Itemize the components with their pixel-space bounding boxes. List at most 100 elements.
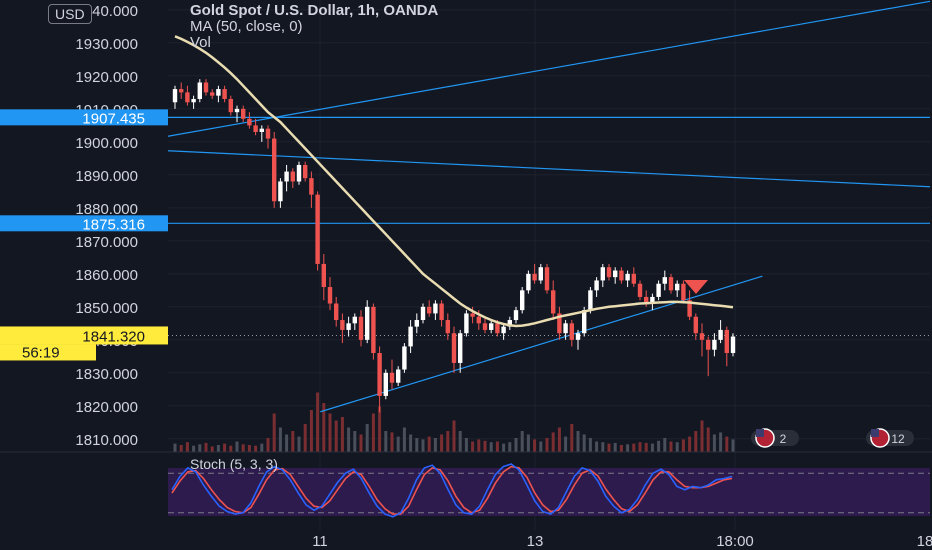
volume-bar [433,438,437,452]
countdown-text: 56:19 [22,344,60,361]
candle-body [377,353,382,396]
volume-bar [539,441,543,452]
volume-bar [483,440,487,452]
price-axis[interactable]: 1940.0001930.0001920.0001910.0001900.000… [0,3,168,449]
volume-bar [663,438,667,452]
currency-badge[interactable]: USD [48,4,92,24]
volume-bar [272,413,276,452]
volume-bar [526,434,530,452]
candle-body [383,372,388,396]
volume-bar [198,444,202,452]
y-tick-label: 1890.000 [75,168,138,185]
volume-bar [235,441,239,452]
volume-bar [650,443,654,452]
volume-bar [204,442,208,452]
candle-body [600,267,605,281]
candle-body [290,171,295,182]
volume-bar [613,442,617,452]
volume-bar [247,445,251,452]
volume-bar [601,442,605,452]
event-count: 2 [780,432,787,446]
volume-bar [638,442,642,452]
candle-body [544,267,550,291]
volume-bar [291,431,295,452]
volume-legend[interactable]: Vol [190,34,211,51]
candle-body [253,125,258,132]
candle-body [309,178,314,195]
volume-bar [210,446,214,452]
volume-bar [402,427,406,452]
candle-body [489,323,494,330]
volume-bar [458,431,462,452]
trendline [167,150,931,188]
us-flag-canton [756,429,764,437]
time-axis[interactable]: 11 13 18:00 18 [312,533,932,550]
volume-bar [266,438,270,452]
candlesticks [172,79,736,413]
candle-body [179,89,184,93]
volume-bar [508,442,512,452]
candle-body [259,128,264,132]
candle-body [718,329,723,340]
volume-bar [694,431,698,452]
candle-body [557,313,562,334]
candle-body [582,310,587,334]
y-tick-label: 1820.000 [75,399,138,416]
stoch-legend[interactable]: Stoch (5, 3, 3) [190,456,278,472]
volume-bar [564,436,568,452]
candle-body [637,283,643,297]
candle-body [172,89,178,103]
volume-bar [452,420,456,452]
volume-bar [477,439,481,452]
symbol-title[interactable]: Gold Spot / U.S. Dollar, 1h, OANDA [190,2,439,19]
candle-body [668,277,674,291]
volume-bar [285,434,289,452]
candle-body [606,267,612,278]
candle-body [706,339,711,350]
candle-body [234,108,240,113]
volume-bar [347,427,351,452]
stoch-band [168,468,930,516]
sell-arrow-icon [684,280,708,294]
volume-bar [216,445,220,452]
candle-body [482,323,488,330]
volume-bar [576,431,580,452]
candle-body [625,273,630,281]
candle-body [687,300,692,317]
candle-body [730,336,736,354]
candle-body [445,320,450,334]
candle-body [693,316,698,334]
volume-bar [582,434,586,452]
candle-body [408,326,413,347]
volume-bar [173,443,177,452]
candle-body [458,333,463,363]
stoch-d-line [171,465,733,515]
volume-bar [179,445,183,452]
economic-events[interactable]: 2 12 [751,428,914,448]
volume-bar [396,436,400,452]
candle-body [507,320,512,327]
x-tick-label: 18 [917,533,932,550]
ma-line [174,35,734,328]
candle-body [470,313,475,317]
x-tick-label: 11 [312,533,328,550]
y-tick-label: 1930.000 [75,36,138,53]
candle-body [501,326,506,334]
candle-body [569,323,574,340]
trendline [167,0,931,137]
trendlines[interactable] [167,0,931,413]
volume-bar [254,445,258,452]
volume-bar [353,431,357,452]
candle-body [594,280,599,291]
candle-body [699,333,705,340]
candle-body [513,310,519,321]
volume-bar [688,436,692,452]
volume-bar [557,427,561,452]
ma-legend[interactable]: MA (50, close, 0) [190,18,303,35]
candle-body [675,283,680,291]
volume-bar [278,427,282,452]
volume-bar [440,434,444,452]
candle-body [241,108,246,119]
candle-body [247,118,252,126]
